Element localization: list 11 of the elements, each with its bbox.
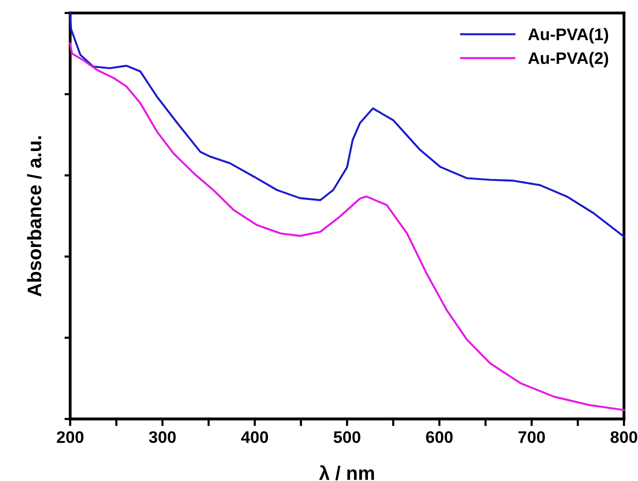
legend-label: Au-PVA(1)	[528, 28, 608, 44]
y-axis-title: Absorbance / a.u.	[27, 136, 42, 297]
x-tick-label: 600	[426, 431, 453, 443]
x-axis-title: λ / nm	[319, 465, 374, 480]
x-tick-label: 400	[241, 431, 268, 443]
x-tick-label: 300	[148, 431, 176, 444]
x-tick-label: 800	[610, 431, 638, 443]
x-tick-label: 200	[56, 431, 84, 443]
x-tick-label: 700	[518, 431, 545, 443]
legend-label: Au-PVA(2)	[528, 52, 608, 68]
x-tick-label: 500	[334, 431, 360, 443]
